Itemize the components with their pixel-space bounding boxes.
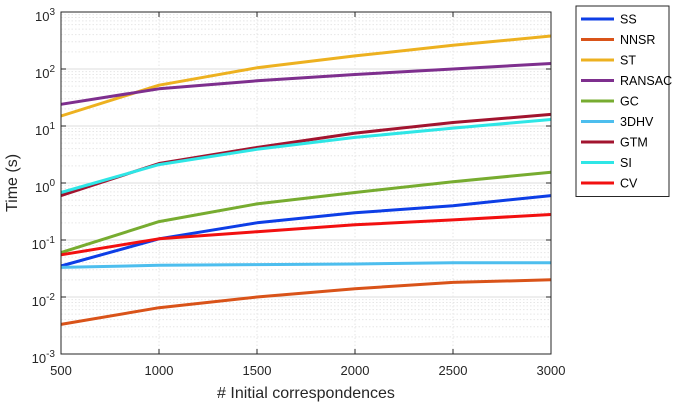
x-tick-label: 3000 (537, 363, 566, 378)
y-tick-label: 10-1 (32, 235, 56, 252)
legend-label-nnsr: NNSR (620, 33, 655, 47)
x-axis-title: # Initial correspondences (217, 385, 395, 402)
y-tick-label: 10-3 (32, 349, 56, 366)
legend-label-3dhv: 3DHV (620, 115, 654, 129)
y-tick-label: 10-2 (32, 292, 56, 309)
series-layer (60, 34, 552, 326)
series-line-si (60, 118, 552, 194)
x-tick-label: 1000 (145, 363, 174, 378)
series-line-nnsr (60, 278, 552, 326)
legend: SS NNSR ST RANSAC GC 3DHV GTM SI CV (575, 5, 672, 197)
y-tick-label: 100 (35, 178, 55, 195)
legend-label-cv: CV (620, 177, 638, 191)
legend-label-gc: GC (620, 95, 639, 109)
y-tick-label: 103 (35, 7, 55, 24)
legend-label-ss: SS (620, 13, 637, 27)
ticks: 500 1000 1500 2000 2500 3000 10-3 10-2 10-1 100 10… (32, 7, 566, 378)
series-line-3dhv (60, 261, 551, 269)
x-tick-label: 1500 (243, 363, 272, 378)
legend-label-si: SI (620, 156, 632, 170)
y-tick-label: 102 (35, 64, 55, 81)
legend-box (575, 5, 670, 197)
x-tick-label: 2000 (341, 363, 370, 378)
x-tick-label: 500 (50, 363, 72, 378)
grid (60, 12, 552, 355)
series-line-ransac (60, 62, 552, 106)
y-tick-label: 101 (35, 121, 55, 138)
legend-label-gtm: GTM (620, 136, 648, 150)
legend-label-st: ST (620, 54, 636, 68)
series-line-cv (60, 213, 552, 257)
series-line-ss (60, 194, 552, 268)
legend-label-ransac: RANSAC (620, 74, 672, 88)
x-tick-label: 2500 (439, 363, 468, 378)
y-axis-title: Time (s) (4, 154, 21, 212)
series-line-gc (60, 170, 552, 255)
series-line-st (60, 34, 552, 118)
